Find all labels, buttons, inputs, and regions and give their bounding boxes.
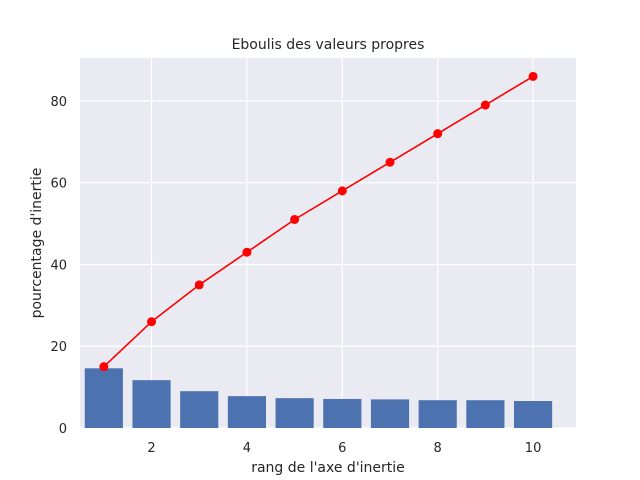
line-point xyxy=(433,129,443,139)
line-point xyxy=(99,362,109,372)
y-tick-label: 80 xyxy=(50,95,67,110)
line-point xyxy=(290,214,300,224)
x-axis-label: rang de l'axe d'inertie xyxy=(251,460,405,476)
cumulative-line-series xyxy=(99,71,538,372)
bar xyxy=(275,398,314,428)
plot-background xyxy=(80,58,576,428)
x-tick-label: 8 xyxy=(434,441,442,456)
line-point xyxy=(337,186,347,196)
bar-series xyxy=(84,368,553,428)
cumulative-line xyxy=(103,75,534,368)
bar xyxy=(323,398,362,428)
bar xyxy=(132,380,171,428)
bar xyxy=(370,399,410,428)
line-point xyxy=(385,157,395,167)
x-tick-label: 2 xyxy=(147,441,155,456)
line-point xyxy=(242,247,252,257)
bar xyxy=(180,391,219,428)
y-axis-label: pourcentage d'inertie xyxy=(29,168,45,319)
chart-title: Eboulis des valeurs propres xyxy=(232,37,425,53)
y-tick-label: 0 xyxy=(59,422,67,437)
line-point xyxy=(528,71,538,81)
bar xyxy=(418,400,457,428)
bar xyxy=(466,400,505,428)
y-tick-label: 20 xyxy=(50,340,67,355)
bar xyxy=(227,396,266,428)
x-tick-label: 6 xyxy=(338,441,346,456)
x-tick-label: 10 xyxy=(525,441,542,456)
bar xyxy=(514,401,553,428)
tick-labels: 2 4 6 8 10 0 20 40 60 80 xyxy=(50,95,541,456)
y-tick-label: 60 xyxy=(50,177,67,192)
y-tick-label: 40 xyxy=(50,258,67,273)
bar xyxy=(84,368,123,428)
line-point xyxy=(147,317,157,327)
line-point xyxy=(480,100,490,110)
x-tick-label: 4 xyxy=(243,441,251,456)
line-point xyxy=(194,280,204,290)
